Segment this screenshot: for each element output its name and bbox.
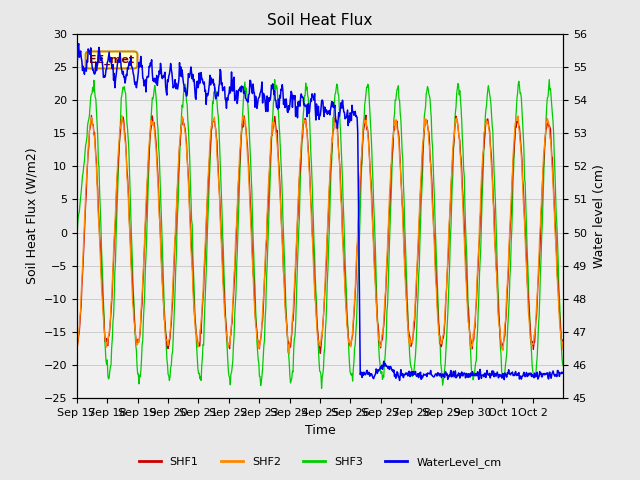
X-axis label: Time: Time [305, 424, 335, 437]
Legend: SHF1, SHF2, SHF3, WaterLevel_cm: SHF1, SHF2, SHF3, WaterLevel_cm [134, 452, 506, 472]
Y-axis label: Water level (cm): Water level (cm) [593, 164, 605, 268]
Text: EE_met: EE_met [89, 55, 134, 65]
Y-axis label: Soil Heat Flux (W/m2): Soil Heat Flux (W/m2) [25, 148, 38, 284]
Title: Soil Heat Flux: Soil Heat Flux [268, 13, 372, 28]
